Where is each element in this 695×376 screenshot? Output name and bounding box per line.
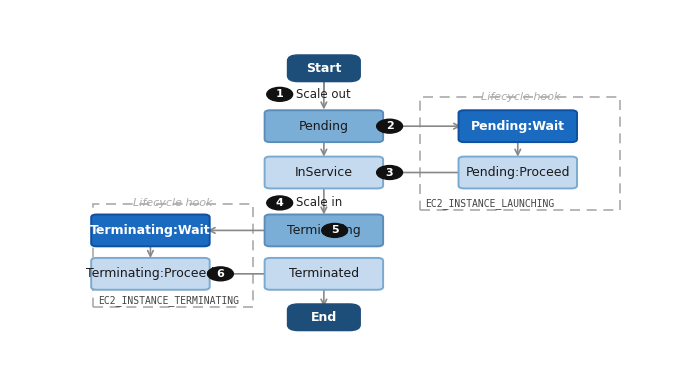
Text: Lifecycle hook: Lifecycle hook	[133, 198, 213, 208]
Circle shape	[377, 165, 402, 179]
Text: Terminating: Terminating	[287, 224, 361, 237]
Text: Start: Start	[306, 62, 341, 75]
Circle shape	[208, 267, 234, 281]
FancyBboxPatch shape	[459, 156, 577, 188]
Text: 1: 1	[276, 89, 284, 99]
FancyBboxPatch shape	[288, 304, 360, 331]
Text: EC2_INSTANCE_LAUNCHING: EC2_INSTANCE_LAUNCHING	[425, 198, 555, 209]
Circle shape	[267, 87, 293, 101]
Circle shape	[267, 196, 293, 210]
Text: Terminating:Proceed: Terminating:Proceed	[86, 267, 215, 280]
Text: 3: 3	[386, 168, 393, 177]
Text: Pending:Wait: Pending:Wait	[471, 120, 565, 133]
FancyBboxPatch shape	[459, 110, 577, 142]
Text: 4: 4	[276, 198, 284, 208]
Text: Lifecycle hook: Lifecycle hook	[481, 92, 560, 102]
Bar	[420, 97, 620, 210]
FancyBboxPatch shape	[265, 258, 383, 290]
Circle shape	[322, 223, 348, 237]
Text: End: End	[311, 311, 337, 324]
FancyBboxPatch shape	[91, 258, 210, 290]
Circle shape	[377, 119, 402, 133]
Bar	[93, 205, 253, 307]
Text: Pending: Pending	[299, 120, 349, 133]
FancyBboxPatch shape	[265, 214, 383, 246]
Text: InService: InService	[295, 166, 353, 179]
FancyBboxPatch shape	[91, 214, 210, 246]
FancyBboxPatch shape	[265, 110, 383, 142]
FancyBboxPatch shape	[265, 156, 383, 188]
Text: 6: 6	[217, 269, 224, 279]
Text: EC2_INSTANCE_TERMINATING: EC2_INSTANCE_TERMINATING	[97, 295, 238, 306]
FancyBboxPatch shape	[288, 55, 360, 82]
Text: Terminating:Wait: Terminating:Wait	[90, 224, 211, 237]
Text: Scale out: Scale out	[296, 88, 350, 101]
Text: 2: 2	[386, 121, 393, 131]
Text: 5: 5	[331, 226, 338, 235]
Text: Pending:Proceed: Pending:Proceed	[466, 166, 570, 179]
Text: Terminated: Terminated	[289, 267, 359, 280]
Text: Scale in: Scale in	[296, 196, 342, 209]
